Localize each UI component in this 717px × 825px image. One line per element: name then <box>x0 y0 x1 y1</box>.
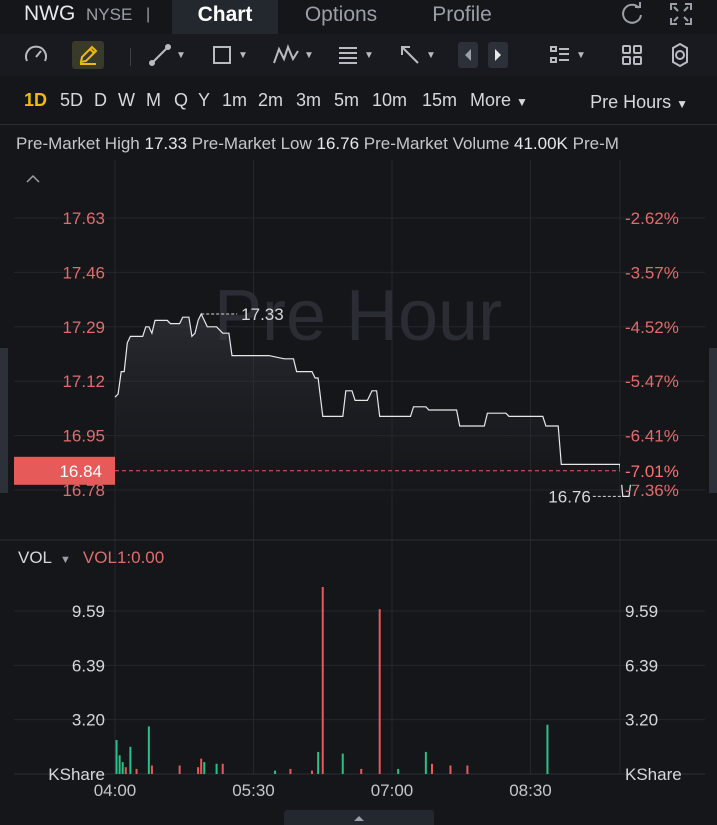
current-percent-badge <box>620 456 705 485</box>
collapse-chevron-icon[interactable] <box>26 174 40 183</box>
price-tick-label: 17.63 <box>62 209 105 228</box>
volume-unit-left: KShare <box>48 765 105 784</box>
bottom-drawer-handle[interactable] <box>284 810 434 825</box>
chevron-down-icon: ▼ <box>426 49 436 61</box>
percent-tick-label: -5.47% <box>625 372 679 391</box>
percent-tick-label: -3.57% <box>625 263 679 282</box>
low-marker-label: 16.76 <box>548 487 591 506</box>
price-tick-label: 16.95 <box>62 427 105 446</box>
volume-tick-label-right: 3.20 <box>625 711 658 730</box>
pencil-icon[interactable] <box>72 41 104 69</box>
period-m[interactable]: M <box>146 90 161 110</box>
chart-watermark: Pre Hour <box>214 276 502 356</box>
percent-tick-label: -6.41% <box>625 427 679 446</box>
period-3m[interactable]: 3m <box>296 90 322 110</box>
chevron-down-icon: ▼ <box>238 49 248 61</box>
chevron-down-icon: ▼ <box>516 95 528 109</box>
percent-tick-label: -2.62% <box>625 209 679 228</box>
drawing-toolbar: ▼ ▼ ▼ ▼ ▼ ▼ <box>0 34 717 76</box>
pattern-tool-icon[interactable]: ▼ <box>272 41 314 69</box>
time-tick-label: 07:00 <box>371 781 414 800</box>
pre-market-low: 16.76 <box>316 134 360 153</box>
chevron-down-icon: ▼ <box>304 49 314 61</box>
tab-options[interactable]: Options <box>304 3 378 26</box>
price-line <box>114 312 645 497</box>
period-w[interactable]: W <box>118 90 135 110</box>
chevron-down-icon: ▼ <box>676 97 688 111</box>
list-icon[interactable]: ▼ <box>548 41 586 69</box>
current-price-label: 16.84 <box>59 462 102 481</box>
volume-tick-label-right: 9.59 <box>625 602 658 621</box>
volume-indicator: VOL1:0.00 <box>82 548 165 567</box>
chevron-down-icon[interactable]: ▼ <box>60 554 71 566</box>
period-5d[interactable]: 5D <box>60 90 84 110</box>
arrow-tool-icon[interactable]: ▼ <box>398 41 436 69</box>
period-d[interactable]: D <box>94 90 107 110</box>
volume-title: VOL <box>18 548 53 567</box>
chevron-up-icon <box>354 816 364 821</box>
line-tool-icon[interactable]: ▼ <box>148 41 186 69</box>
price-tick-label: 17.46 <box>62 263 105 282</box>
pre-market-volume: 41.00K <box>514 134 568 153</box>
volume-tick-label-left: 3.20 <box>72 711 105 730</box>
period-selector: 1D 5D D W M Q Y 1m 2m 3m 5m 10m 15m More… <box>0 84 717 118</box>
tab-chart[interactable]: Chart <box>172 0 278 34</box>
period-10m[interactable]: 10m <box>372 90 408 110</box>
volume-tick-label-left: 6.39 <box>72 656 105 675</box>
price-area-fill <box>115 314 645 540</box>
session-selector[interactable]: Pre Hours ▼ <box>590 92 688 112</box>
period-1d[interactable]: 1D <box>24 90 48 110</box>
chevron-down-icon: ▼ <box>176 49 186 61</box>
chevron-down-icon: ▼ <box>364 49 374 61</box>
current-percent-label: -7.01% <box>625 462 679 481</box>
time-tick-label: 04:00 <box>94 781 137 800</box>
volume-tick-label-right: 6.39 <box>625 656 658 675</box>
price-chart[interactable]: Pre Hour 17.63 17.46 17.29 17.12 16.95 16.78 -… <box>0 160 717 810</box>
grid-icon[interactable] <box>620 41 644 69</box>
fibonacci-tool-icon[interactable]: ▼ <box>336 41 374 69</box>
tab-profile[interactable]: Profile <box>432 3 492 26</box>
period-2m[interactable]: 2m <box>258 90 284 110</box>
pre-market-stats: Pre-Market High 17.33 Pre-Market Low 16.… <box>16 134 619 153</box>
volume-unit-right: KShare <box>625 765 682 784</box>
price-tick-label: 17.29 <box>62 318 105 337</box>
time-tick-label: 05:30 <box>232 781 275 800</box>
volume-tick-label-left: 9.59 <box>72 602 105 621</box>
fullscreen-icon[interactable] <box>667 0 695 28</box>
gauge-icon[interactable] <box>22 41 50 69</box>
price-tick-label: 16.78 <box>62 481 105 500</box>
period-5m[interactable]: 5m <box>334 90 360 110</box>
pre-market-high: 17.33 <box>144 134 188 153</box>
rectangle-tool-icon[interactable]: ▼ <box>210 41 248 69</box>
left-panel-handle[interactable] <box>0 348 8 493</box>
top-bar: NWG NYSE | Chart Options Profile <box>0 0 717 34</box>
refresh-icon[interactable] <box>618 0 646 28</box>
section-divider <box>0 124 717 125</box>
period-q[interactable]: Q <box>174 90 189 110</box>
step-back-icon[interactable] <box>458 42 478 68</box>
period-more[interactable]: More ▼ <box>470 90 528 110</box>
right-panel-handle[interactable] <box>709 348 717 493</box>
exchange-label: NYSE <box>86 5 133 24</box>
volume-header: VOL ▼ VOL1:0.00 <box>18 548 164 568</box>
toolbar-divider <box>130 48 131 66</box>
high-marker-label: 17.33 <box>241 305 284 324</box>
percent-tick-label: -4.52% <box>625 318 679 337</box>
time-tick-label: 08:30 <box>509 781 552 800</box>
percent-tick-label: -7.36% <box>625 481 679 500</box>
period-15m[interactable]: 15m <box>422 90 458 110</box>
step-forward-icon[interactable] <box>488 42 508 68</box>
ticker-symbol: NWG <box>24 2 76 25</box>
header-separator: | <box>146 6 151 23</box>
chevron-down-icon: ▼ <box>576 49 586 61</box>
price-tick-label: 17.12 <box>62 372 105 391</box>
period-y[interactable]: Y <box>198 90 211 110</box>
period-1m[interactable]: 1m <box>222 90 248 110</box>
gear-icon[interactable] <box>667 41 693 69</box>
current-price-badge <box>14 456 115 485</box>
